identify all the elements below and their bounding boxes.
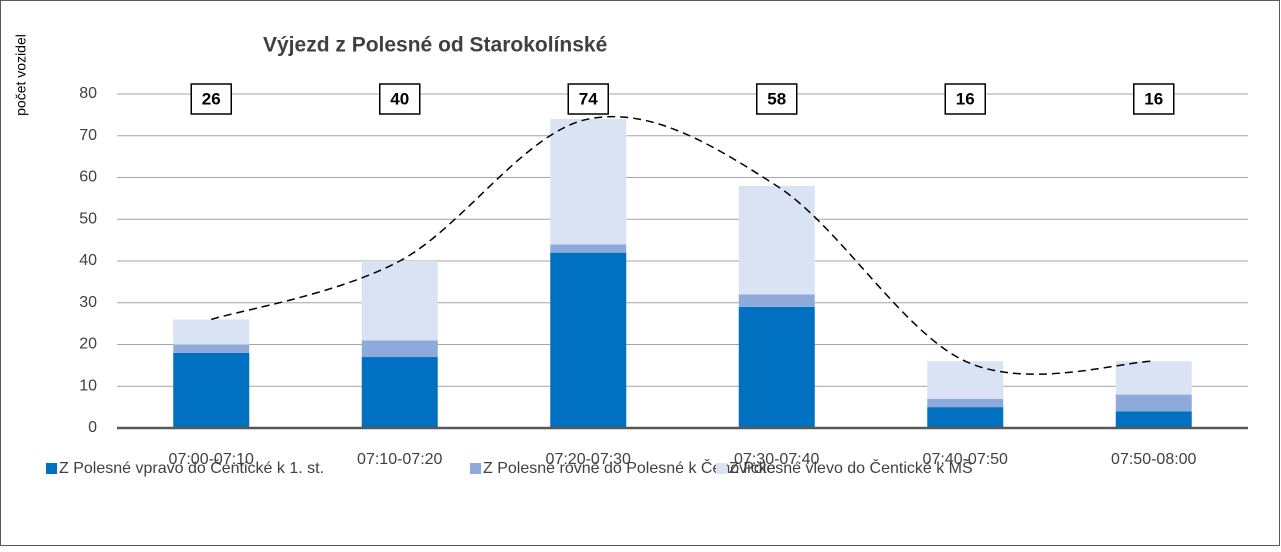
y-tick-label: 50: [79, 210, 97, 227]
legend-label: Z Polesné vlevo do Čentické k MŠ: [729, 458, 973, 477]
y-axis-label: počet vozidel: [13, 34, 29, 116]
total-label: 16: [956, 89, 975, 108]
bar-segment: [361, 357, 438, 428]
legend-swatch: [716, 463, 727, 474]
bar-segment: [173, 344, 250, 353]
legend-label: Z Polesné rovně do Polesné k Čenovické: [483, 458, 776, 477]
bar-segment: [173, 352, 250, 428]
x-tick-label: 07:00-07:10: [169, 451, 255, 468]
y-tick-label: 10: [79, 377, 97, 394]
y-tick-label: 70: [79, 127, 97, 144]
x-tick-label: 07:10-07:20: [357, 451, 443, 468]
bar-segment: [550, 119, 627, 245]
bar-segment: [738, 294, 815, 307]
bar-segment: [1115, 361, 1192, 395]
bar-segment: [1115, 411, 1192, 428]
y-tick-label: 80: [79, 85, 97, 102]
bar-segment: [550, 244, 627, 253]
bar-segment: [927, 407, 1004, 428]
total-box: [944, 83, 986, 115]
y-tick-label: 30: [79, 294, 97, 311]
bar-segment: [361, 261, 438, 341]
bar-segment: [927, 361, 1004, 399]
y-tick-label: 0: [88, 419, 97, 436]
legend-swatch: [46, 463, 57, 474]
bar-segment: [738, 185, 815, 295]
total-label: 26: [202, 89, 221, 108]
total-trend-line: [211, 115, 1154, 375]
x-tick-label: 07:30-07:40: [734, 451, 820, 468]
total-label: 58: [767, 89, 786, 108]
total-box: [379, 83, 421, 115]
total-box: [567, 83, 609, 115]
y-tick-label: 20: [79, 336, 97, 353]
x-tick-label: 07:40-07:50: [923, 451, 1009, 468]
y-tick-label: 40: [79, 252, 97, 269]
bar-segment: [361, 340, 438, 358]
bar-segment: [173, 319, 250, 345]
chart-title: Výjezd z Polesné od Starokolínské: [263, 34, 607, 57]
legend-swatch: [470, 463, 481, 474]
legend-label: Z Polesné vpravo do Čentické k 1. st.: [59, 458, 324, 477]
total-box: [1133, 83, 1175, 115]
bar-segment: [550, 252, 627, 428]
bar-segment: [738, 306, 815, 428]
total-box: [190, 83, 232, 115]
total-label: 74: [579, 89, 598, 108]
bar-segment: [1115, 394, 1192, 412]
y-tick-label: 60: [79, 169, 97, 186]
bar-segment: [927, 398, 1004, 408]
x-tick-label: 07:20-07:30: [546, 451, 632, 468]
total-box: [756, 83, 798, 115]
total-label: 16: [1144, 89, 1163, 108]
total-label: 40: [390, 89, 409, 108]
x-tick-label: 07:50-08:00: [1111, 451, 1197, 468]
